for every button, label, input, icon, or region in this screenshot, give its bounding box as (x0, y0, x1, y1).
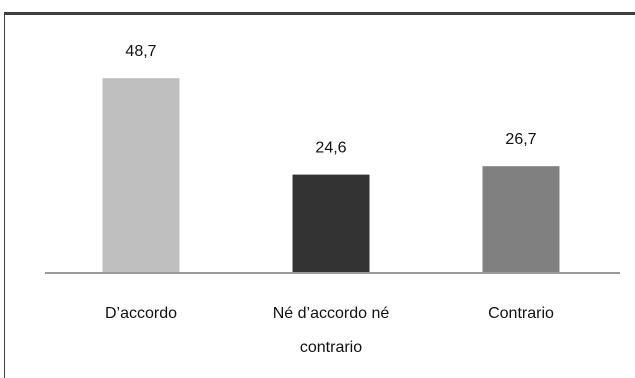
bars-group (102, 78, 560, 273)
bar-3 (482, 166, 560, 273)
chart-frame-left-border (4, 12, 5, 378)
value-label-3: 26,7 (505, 131, 536, 148)
bar-2 (292, 174, 370, 273)
category-label-2-line-2: contrario (300, 339, 362, 356)
value-label-2: 24,6 (315, 140, 346, 157)
chart-frame-top-border (4, 12, 635, 15)
value-label-1: 48,7 (125, 43, 156, 60)
bar-1 (102, 78, 180, 273)
category-label-3: Contrario (488, 305, 554, 322)
value-labels-group: 48,7 24,6 26,7 (125, 43, 536, 156)
category-label-1: D’accordo (105, 305, 177, 322)
category-labels-group: D’accordo Né d’accordo né contrario Contrar… (105, 305, 554, 356)
category-label-2-line-1: Né d’accordo né (273, 305, 390, 322)
